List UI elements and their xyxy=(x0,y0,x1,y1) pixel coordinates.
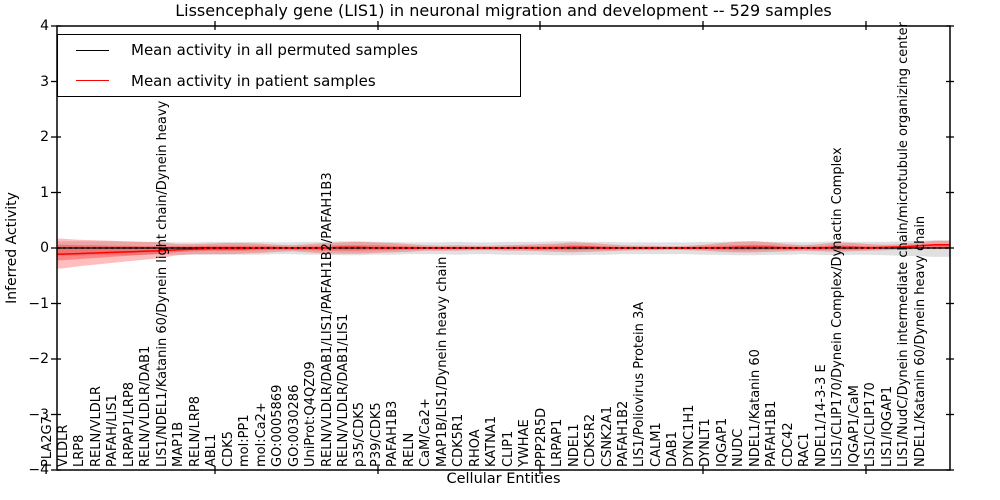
x-category-label: IQGAP1 xyxy=(714,417,730,467)
x-axis-label: Cellular Entities xyxy=(446,471,561,487)
x-category-label: CDK5 xyxy=(220,431,236,467)
x-category-label: RHOA xyxy=(467,429,483,467)
x-category-label: IQGAP1/CaM xyxy=(846,385,862,467)
legend-line-swatch-red xyxy=(76,80,109,82)
x-category-label: UniProt:Q4QZ09 xyxy=(303,361,319,467)
y-tick-label: 1 xyxy=(40,184,49,201)
x-category-label: CDK5R1 xyxy=(451,413,467,467)
y-tick-label: −2 xyxy=(28,351,49,367)
x-category-label: p35/CDK5 xyxy=(352,401,368,467)
x-category-label: CDK5R2 xyxy=(583,413,599,467)
x-category-label: NDEL1/14-3-3 E xyxy=(813,364,829,467)
x-category-label: LIS1/CLIP170 xyxy=(863,382,879,467)
x-category-label: LRPAP1/LRP8 xyxy=(121,381,137,467)
x-category-label: mol:PP1 xyxy=(237,414,253,467)
y-tick-label: −1 xyxy=(28,295,49,312)
legend-line-swatch-black xyxy=(76,49,109,51)
x-category-label: DYNLT1 xyxy=(698,418,714,467)
x-category-label: CDC42 xyxy=(780,422,796,467)
x-category-label: MAP1B/LIS1/Dynein heavy chain xyxy=(434,256,450,467)
x-category-label: NDEL1 xyxy=(566,423,582,467)
x-category-label: CaM/Ca2+ xyxy=(418,398,434,467)
y-tick-label: 3 xyxy=(40,73,49,90)
x-category-label: LRPAP1 xyxy=(550,418,566,467)
y-tick-label: −3 xyxy=(28,406,49,423)
legend-item-patient: Mean activity in patient samples xyxy=(58,72,520,90)
x-category-label: DAB1 xyxy=(665,431,681,467)
x-category-label: LIS1/NDEL1/Katanin 60/Dynein light chain… xyxy=(154,61,170,467)
y-tick-label: 0 xyxy=(40,240,49,256)
x-category-label: DYNC1H1 xyxy=(681,404,697,467)
x-category-label: RELN/LRP8 xyxy=(187,396,203,467)
x-category-label: LIS1/IQGAP1 xyxy=(879,385,895,467)
x-category-label: LRP8 xyxy=(72,434,88,467)
x-category-label: mol:Ca2+ xyxy=(253,402,269,467)
patient-mean-line xyxy=(57,243,950,255)
legend-label: Mean activity in patient samples xyxy=(131,71,376,90)
x-category-label: YWHAE xyxy=(517,419,533,467)
x-category-label: RAC1 xyxy=(797,432,813,467)
x-category-label: LIS1/Poliovirus Protein 3A xyxy=(632,301,648,467)
x-category-label: MAP1B xyxy=(171,421,187,467)
x-category-label: VLDLR xyxy=(55,424,71,467)
y-tick-label: 2 xyxy=(40,129,49,145)
x-category-label: NUDC xyxy=(731,428,747,467)
x-category-label: PPP2R5D xyxy=(533,407,549,467)
x-category-label: LIS1/NudC/Dynein intermediate chain/micr… xyxy=(896,22,912,467)
x-category-label: PAFAH/LIS1 xyxy=(105,394,121,467)
x-category-label: CALM1 xyxy=(648,422,664,467)
x-category-label: PAFAH1B3 xyxy=(385,400,401,467)
chart-title: Lissencephaly gene (LIS1) in neuronal mi… xyxy=(175,1,832,20)
x-category-label: PAFAH1B2 xyxy=(616,400,631,467)
legend: Mean activity in all permuted samples Me… xyxy=(57,34,521,97)
x-category-label: CSNK2A1 xyxy=(599,405,615,467)
x-category-label: RELN xyxy=(401,432,417,467)
x-category-label: RELN/VLDLR xyxy=(88,385,104,467)
x-category-label: NDEL1/Katanin 60/Dynein heavy chain xyxy=(912,215,928,467)
x-category-label: NDEL1/Katanin 60 xyxy=(747,349,763,467)
x-category-label: GO:0005869 xyxy=(270,384,286,467)
x-category-label: RELN/VLDLR/DAB1/LIS1/PAFAH1B2/PAFAH1B3 xyxy=(319,172,335,467)
x-category-label: RELN/VLDLR/DAB1/LIS1 xyxy=(335,313,351,467)
x-category-label: PAFAH1B1 xyxy=(764,400,780,467)
x-category-label: PLA2G7 xyxy=(39,416,55,467)
y-tick-label: 4 xyxy=(40,18,49,34)
x-category-label: GO:0030286 xyxy=(286,384,302,467)
x-category-label: P39/CDK5 xyxy=(368,402,384,467)
patient-samples-range-outer-band xyxy=(57,238,950,269)
x-category-label: KATNA1 xyxy=(484,415,500,467)
legend-label: Mean activity in all permuted samples xyxy=(131,41,418,60)
y-tick-label: −4 xyxy=(28,462,49,478)
x-category-label: LIS1/CLIP170/Dynein Complex/Dynactin Com… xyxy=(830,147,846,467)
legend-item-permuted: Mean activity in all permuted samples xyxy=(58,41,520,59)
x-category-label: ABL1 xyxy=(204,433,220,467)
x-category-label: CLIP1 xyxy=(500,430,516,467)
x-category-label: RELN/VLDLR/DAB1 xyxy=(138,345,154,467)
